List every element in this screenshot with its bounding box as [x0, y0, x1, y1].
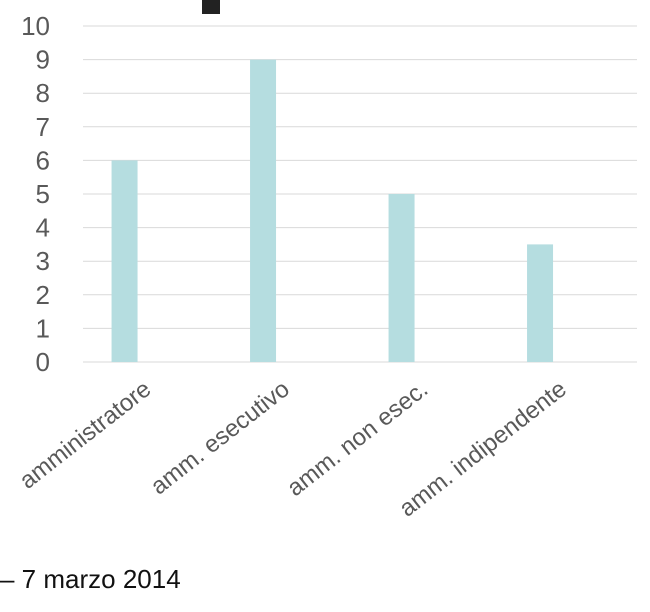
- y-tick-label: 7: [36, 112, 50, 142]
- gridlines: [83, 25, 637, 363]
- y-tick-label: 2: [36, 280, 50, 310]
- footer-date-text: – 7 marzo 2014: [0, 564, 181, 594]
- y-tick-label: 0: [36, 347, 50, 377]
- y-tick-label: 6: [36, 145, 50, 175]
- y-tick-label: 4: [36, 213, 50, 243]
- y-tick-label: 10: [21, 11, 50, 41]
- x-category-label: amm. non esec.: [282, 375, 433, 501]
- bar: [527, 244, 554, 362]
- y-tick-label: 3: [36, 246, 50, 276]
- x-category-label: amm. esecutivo: [146, 375, 295, 500]
- bars: [111, 59, 554, 362]
- bar: [111, 160, 138, 362]
- y-tick-label: 1: [36, 313, 50, 343]
- y-tick-label: 5: [36, 179, 50, 209]
- title-glyph-fragment: [202, 0, 220, 14]
- bar: [388, 194, 415, 362]
- bar: [250, 59, 277, 362]
- y-tick-label: 9: [36, 45, 50, 75]
- y-axis-tick-labels: 0 12 34 5 67 89 10: [21, 11, 50, 377]
- x-category-label: amministratore: [15, 375, 157, 494]
- y-tick-label: 8: [36, 78, 50, 108]
